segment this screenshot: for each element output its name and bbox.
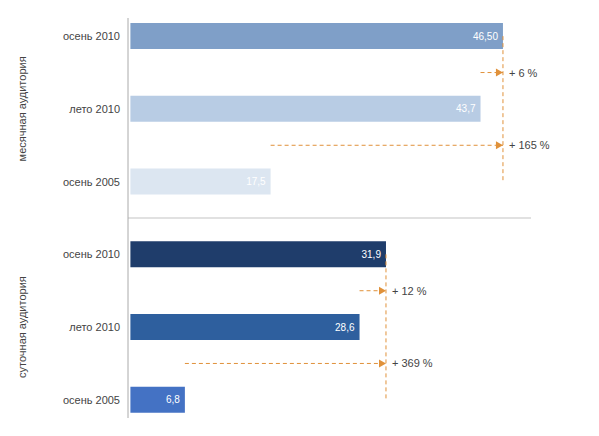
svg-text:месячная аудитория: месячная аудитория [16,56,28,161]
svg-text:+ 6 %: + 6 % [509,67,538,79]
svg-text:31,9: 31,9 [362,249,382,260]
svg-text:осень 2010: осень 2010 [63,248,120,260]
svg-text:лето 2010: лето 2010 [69,103,120,115]
svg-text:осень 2005: осень 2005 [63,394,120,406]
svg-text:+ 165 %: + 165 % [509,139,550,151]
svg-text:43,7: 43,7 [456,103,476,114]
svg-text:17,5: 17,5 [246,176,266,187]
svg-text:суточная аудитория: суточная аудитория [16,276,28,378]
svg-text:6,8: 6,8 [166,394,180,405]
svg-text:28,6: 28,6 [335,322,355,333]
svg-text:осень 2005: осень 2005 [63,176,120,188]
svg-text:+ 12 %: + 12 % [392,285,427,297]
svg-text:лето 2010: лето 2010 [69,321,120,333]
svg-text:46,50: 46,50 [473,31,498,42]
svg-text:+ 369 %: + 369 % [392,357,433,369]
svg-text:осень 2010: осень 2010 [63,30,120,42]
